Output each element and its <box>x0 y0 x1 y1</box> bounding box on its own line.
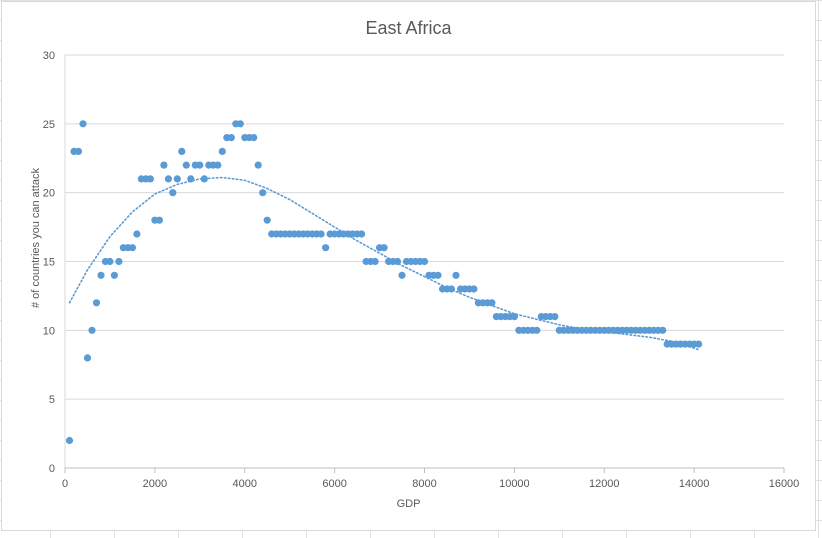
chart-title: East Africa <box>365 18 452 38</box>
data-point <box>452 271 460 279</box>
x-axis-ticks: 0 2000 4000 6000 8000 10000 12000 14000 16000 <box>62 468 799 490</box>
data-point <box>146 175 154 183</box>
y-tick-label-15: 15 <box>43 257 55 269</box>
data-point <box>106 257 114 266</box>
data-point <box>196 161 204 169</box>
data-point <box>398 271 406 279</box>
data-point <box>254 161 262 169</box>
data-point <box>200 175 208 183</box>
scatter-plot: 0 5 10 15 20 25 30 0 2000 4000 6000 8000 10000 12000… <box>43 50 800 490</box>
data-point <box>74 147 83 155</box>
data-point <box>128 244 136 252</box>
data-point <box>83 354 92 362</box>
data-point <box>218 147 226 155</box>
data-point <box>133 230 141 238</box>
data-point <box>447 285 456 293</box>
data-point <box>164 175 172 183</box>
data-point <box>227 134 235 142</box>
data-point <box>173 175 181 183</box>
data-point <box>97 271 105 279</box>
data-point <box>551 313 559 321</box>
x-tick-label-4000: 4000 <box>233 478 257 490</box>
data-point <box>380 244 388 252</box>
data-point <box>263 216 271 224</box>
data-point <box>155 216 163 224</box>
data-points <box>65 120 703 445</box>
y-tick-label-25: 25 <box>43 119 55 131</box>
data-point <box>259 189 267 197</box>
data-point <box>420 257 429 266</box>
y-tick-label-10: 10 <box>43 325 55 337</box>
data-point <box>510 313 518 321</box>
x-tick-label-8000: 8000 <box>412 478 436 490</box>
data-point <box>160 161 168 169</box>
trendline <box>68 176 700 351</box>
data-point <box>358 230 366 238</box>
x-axis-title: GDP <box>396 498 421 510</box>
data-point <box>533 326 541 334</box>
data-point <box>115 257 123 266</box>
data-point <box>178 147 186 155</box>
data-point <box>182 161 190 169</box>
polynomial-trendline <box>68 176 700 351</box>
y-tick-label-5: 5 <box>49 394 55 406</box>
data-point <box>393 257 402 266</box>
data-point <box>470 285 478 293</box>
data-point <box>187 175 195 183</box>
data-point <box>169 189 177 197</box>
x-tick-label-10000: 10000 <box>499 478 530 490</box>
x-tick-label-2000: 2000 <box>143 478 167 490</box>
data-point <box>110 271 118 279</box>
data-point <box>317 230 325 238</box>
data-point <box>434 271 442 279</box>
data-point <box>695 340 703 348</box>
y-tick-label-20: 20 <box>43 188 55 200</box>
data-point <box>250 134 258 142</box>
x-tick-label-6000: 6000 <box>322 478 346 490</box>
data-point <box>79 120 87 128</box>
y-axis-ticks: 0 5 10 15 20 25 30 <box>43 50 55 475</box>
data-point <box>88 326 96 334</box>
x-tick-label-12000: 12000 <box>589 478 620 490</box>
data-point <box>92 299 101 307</box>
data-point <box>214 161 222 169</box>
data-point <box>659 326 667 334</box>
x-tick-label-16000: 16000 <box>769 478 800 490</box>
y-tick-label-0: 0 <box>49 463 55 475</box>
y-tick-label-30: 30 <box>43 50 55 62</box>
chart-area[interactable]: East Africa GDP # of countries you can a… <box>1 1 816 531</box>
data-point <box>371 257 379 266</box>
data-point <box>236 120 244 128</box>
data-point <box>322 244 330 252</box>
data-point <box>65 436 74 445</box>
x-tick-label-14000: 14000 <box>679 478 710 490</box>
x-tick-label-0: 0 <box>62 478 68 490</box>
data-point <box>488 299 496 307</box>
